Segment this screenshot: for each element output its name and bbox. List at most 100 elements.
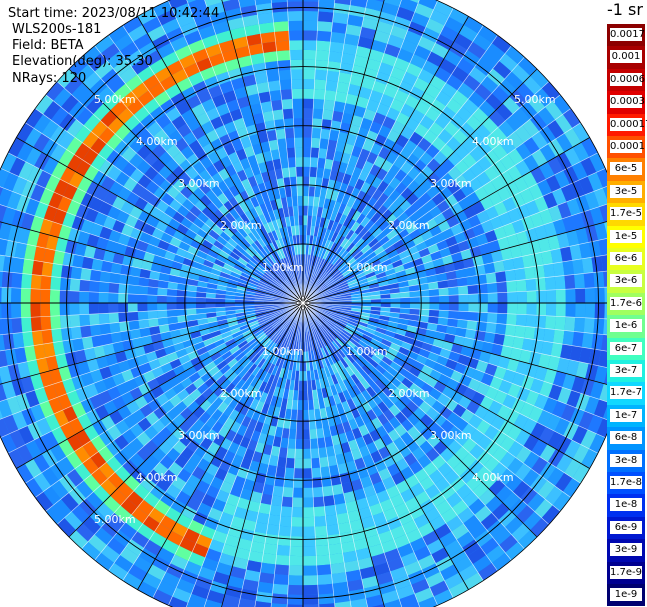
range-gate bbox=[366, 275, 378, 282]
range-gate bbox=[235, 547, 251, 561]
range-gate bbox=[112, 372, 126, 387]
range-gate bbox=[276, 324, 285, 334]
range-gate bbox=[161, 400, 175, 414]
range-gate bbox=[556, 357, 570, 374]
range-label-4km-ne: 4.00km bbox=[472, 135, 514, 148]
range-gate bbox=[303, 468, 313, 479]
range-gate bbox=[319, 312, 329, 319]
range-gate bbox=[328, 543, 343, 555]
range-gate bbox=[342, 378, 352, 390]
range-gate bbox=[593, 399, 607, 419]
range-gate bbox=[397, 211, 409, 224]
range-gate bbox=[318, 0, 335, 3]
range-gate bbox=[564, 316, 576, 332]
range-gate bbox=[160, 98, 176, 114]
range-gate bbox=[77, 230, 91, 246]
range-gate bbox=[117, 405, 132, 420]
range-gate bbox=[546, 303, 557, 317]
range-gate bbox=[315, 60, 329, 71]
range-gate bbox=[292, 275, 297, 285]
range-gate bbox=[333, 2, 351, 15]
range-gate bbox=[25, 390, 40, 408]
range-gate bbox=[575, 361, 589, 379]
range-gate bbox=[348, 232, 359, 243]
range-gate bbox=[405, 62, 423, 78]
range-gate bbox=[333, 339, 343, 349]
range-gate bbox=[393, 57, 410, 72]
range-gate bbox=[329, 425, 339, 437]
range-gate bbox=[191, 126, 206, 140]
range-gate bbox=[352, 265, 362, 274]
range-gate bbox=[281, 237, 288, 248]
range-gate bbox=[274, 564, 290, 576]
range-gate bbox=[79, 291, 90, 303]
range-gate bbox=[333, 393, 342, 405]
range-gate bbox=[215, 307, 226, 313]
range-gate bbox=[411, 198, 424, 212]
range-gate bbox=[413, 186, 426, 199]
range-gate bbox=[74, 446, 91, 464]
azimuth-gridline bbox=[302, 302, 538, 538]
range-gate bbox=[603, 370, 607, 385]
range-label-2km-se: 2.00km bbox=[388, 387, 430, 400]
range-gate bbox=[491, 250, 503, 263]
range-gate bbox=[7, 224, 21, 243]
range-gate bbox=[421, 230, 434, 242]
range-gate bbox=[166, 60, 184, 76]
range-gate bbox=[224, 585, 243, 599]
range-gate bbox=[522, 254, 534, 268]
range-gate bbox=[441, 254, 454, 266]
range-gate bbox=[319, 456, 329, 468]
range-gate bbox=[310, 275, 315, 286]
range-gate bbox=[374, 330, 385, 339]
range-gate bbox=[240, 213, 250, 225]
range-gate bbox=[348, 469, 361, 482]
range-gate bbox=[382, 370, 394, 382]
range-gate bbox=[474, 505, 492, 523]
range-gate bbox=[196, 286, 207, 293]
range-gate bbox=[170, 36, 189, 52]
range-gate bbox=[515, 159, 531, 177]
range-gate bbox=[428, 309, 440, 318]
range-gate bbox=[94, 552, 115, 571]
range-gate bbox=[405, 222, 418, 235]
range-gate bbox=[192, 418, 205, 432]
range-gate bbox=[204, 376, 217, 388]
range-gate bbox=[477, 283, 488, 294]
range-gate bbox=[440, 106, 457, 122]
range-gate bbox=[448, 310, 459, 320]
range-gate bbox=[172, 587, 192, 603]
range-gate bbox=[548, 384, 563, 401]
range-gate bbox=[208, 365, 220, 377]
range-gate bbox=[278, 148, 288, 159]
range-gate bbox=[580, 157, 597, 177]
range-gate bbox=[375, 271, 387, 279]
range-gate bbox=[227, 341, 238, 351]
range-gate bbox=[327, 252, 335, 263]
range-gate bbox=[147, 310, 158, 320]
range-gate bbox=[61, 264, 73, 279]
range-gate bbox=[294, 458, 303, 469]
range-gate bbox=[325, 345, 333, 355]
range-gate bbox=[340, 288, 350, 293]
range-gate bbox=[58, 131, 75, 150]
range-gate bbox=[463, 227, 476, 241]
range-gate bbox=[230, 327, 241, 335]
ray-line bbox=[204, 0, 304, 304]
ray-line bbox=[168, 0, 304, 304]
range-gate bbox=[225, 298, 235, 303]
range-gate bbox=[265, 244, 274, 254]
range-gate bbox=[229, 26, 247, 40]
range-gate bbox=[205, 303, 216, 309]
range-gate bbox=[330, 310, 341, 315]
range-gate bbox=[258, 22, 275, 34]
range-gate bbox=[12, 411, 28, 430]
range-gate bbox=[233, 475, 246, 489]
range-gate bbox=[421, 382, 434, 395]
instrument-text: WLS200s-181 bbox=[12, 22, 102, 37]
range-gate bbox=[386, 365, 398, 377]
range-gate bbox=[197, 382, 209, 395]
range-gate bbox=[369, 472, 383, 485]
range-gate bbox=[426, 420, 441, 434]
range-gate bbox=[562, 330, 575, 346]
